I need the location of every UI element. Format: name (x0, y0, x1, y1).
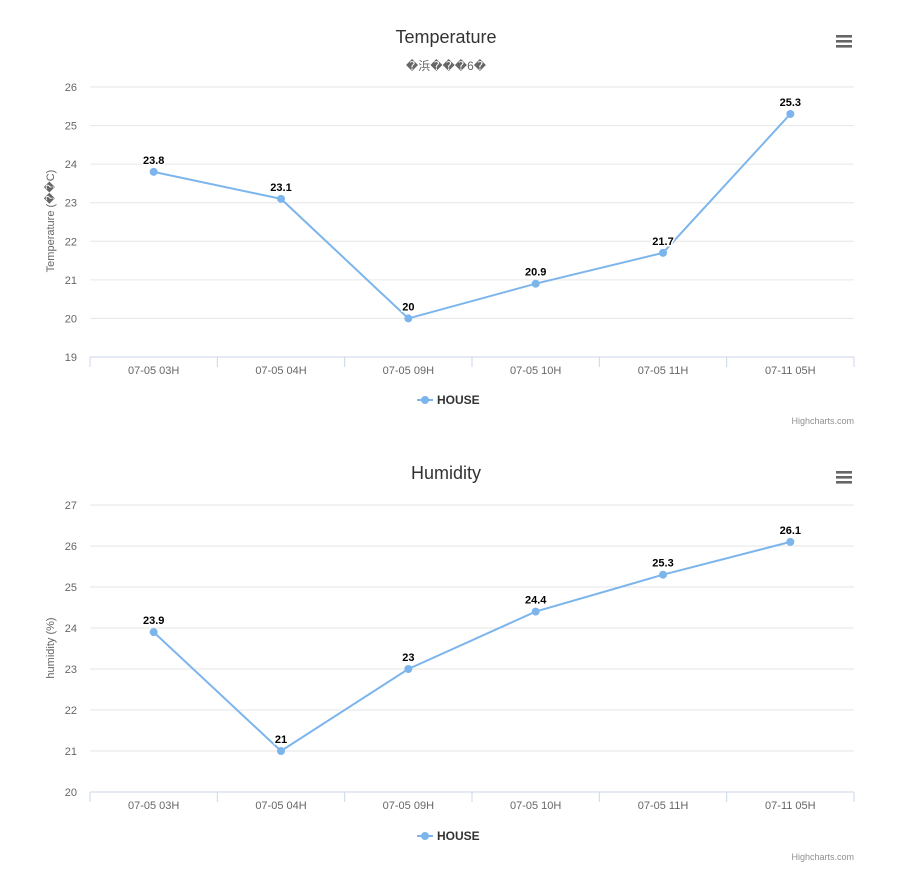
data-point (786, 110, 795, 118)
data-label: 20 (402, 301, 414, 313)
y-tick-label: 20 (65, 313, 77, 325)
legend-label: HOUSE (437, 829, 480, 843)
x-tick-label: 07-05 04H (255, 365, 306, 377)
x-tick-label: 07-11 05H (765, 800, 816, 812)
y-tick-label: 22 (65, 236, 77, 248)
y-tick-label: 27 (65, 500, 77, 512)
y-tick-label: 23 (65, 198, 77, 210)
x-tick-label: 07-05 10H (510, 365, 561, 377)
data-label: 23.8 (143, 155, 164, 167)
data-label: 23.1 (270, 182, 291, 194)
data-label: 25.3 (652, 558, 673, 570)
x-tick-label: 07-05 11H (638, 365, 689, 377)
y-tick-label: 25 (65, 121, 77, 133)
data-point (277, 194, 285, 203)
x-tick-label: 07-05 10H (510, 800, 561, 812)
y-tick-label: 24 (65, 159, 77, 171)
data-point (659, 248, 667, 257)
data-point (659, 570, 667, 579)
series-line (152, 540, 791, 753)
data-point (404, 314, 413, 323)
x-tick-label: 07-11 05H (765, 365, 816, 377)
credits-link[interactable]: Highcharts.com (791, 416, 854, 426)
y-axis-title: humidity (%) (45, 617, 57, 678)
data-label: 20.9 (525, 267, 546, 279)
y-tick-label: 21 (65, 275, 77, 287)
legend-label: HOUSE (437, 393, 480, 407)
data-point (149, 167, 158, 176)
y-tick-label: 22 (65, 705, 77, 717)
x-tick-label: 07-05 11H (638, 800, 689, 812)
humidity-chart: Humidity humidity (%) 20 21 22 23 24 25 26 27 07… (0, 437, 900, 874)
data-point (277, 747, 285, 755)
series-line (153, 113, 792, 320)
chart-title: Humidity (411, 463, 481, 483)
plot-area: 19 20 21 22 23 24 25 26 07-05 03H 07-05 04H 07-05 … (65, 82, 855, 377)
y-tick-label: 23 (65, 664, 77, 676)
chart-subtitle: �浜���6� (406, 59, 487, 73)
x-tick-label: 07-05 03H (128, 800, 179, 812)
humidity-chart-svg: Humidity humidity (%) 20 21 22 23 24 25 26 27 07… (45, 463, 860, 862)
data-point (531, 607, 540, 616)
plot-area: 20 21 22 23 24 25 26 27 07-05 03H 07-05 04H 07-05 … (65, 500, 855, 812)
hamburger-menu-icon[interactable] (828, 464, 860, 490)
data-point (531, 279, 540, 288)
hamburger-menu-icon[interactable] (828, 28, 860, 54)
data-point (149, 628, 158, 637)
data-label: 24.4 (525, 595, 547, 607)
temperature-chart-svg: Temperature �浜���6� Temperature (��C) 19… (44, 27, 860, 426)
data-point (404, 665, 413, 673)
chart-title: Temperature (395, 27, 496, 47)
data-label: 21.7 (652, 236, 673, 248)
y-tick-label: 25 (65, 582, 77, 594)
data-label: 23 (402, 652, 414, 664)
y-tick-label: 20 (65, 787, 77, 799)
y-tick-label: 19 (65, 352, 77, 364)
legend-item-house[interactable]: HOUSE (417, 393, 480, 407)
data-point (786, 537, 795, 546)
y-tick-label: 24 (65, 623, 77, 635)
x-tick-label: 07-05 09H (383, 800, 434, 812)
data-label: 25.3 (780, 97, 801, 109)
y-axis-title: Temperature (��C) (44, 170, 57, 273)
temperature-chart: Temperature �浜���6� Temperature (��C) 19… (0, 0, 900, 437)
y-tick-label: 26 (65, 82, 77, 94)
x-tick-label: 07-05 04H (255, 800, 306, 812)
data-label: 23.9 (143, 615, 164, 627)
y-tick-label: 26 (65, 541, 77, 553)
x-tick-label: 07-05 03H (128, 365, 179, 377)
credits-link[interactable]: Highcharts.com (791, 852, 854, 862)
data-label: 26.1 (780, 525, 801, 537)
y-tick-label: 21 (65, 746, 77, 758)
data-label: 21 (275, 734, 287, 746)
x-tick-label: 07-05 09H (383, 365, 434, 377)
legend-item-house[interactable]: HOUSE (417, 829, 480, 843)
